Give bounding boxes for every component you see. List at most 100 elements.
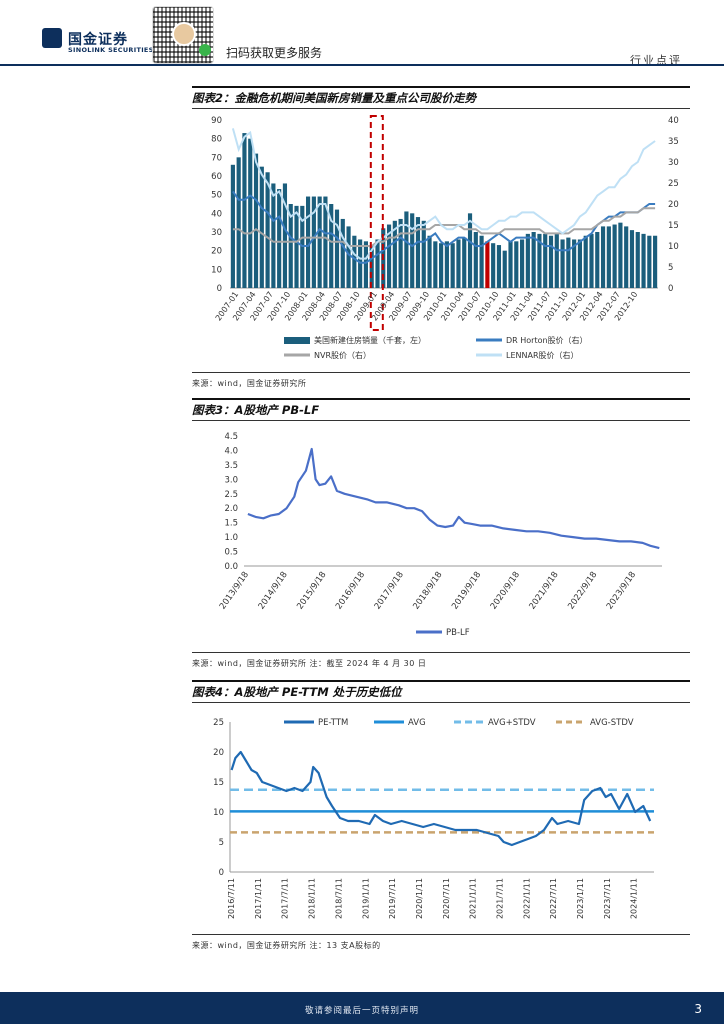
bar-new-home-sales xyxy=(386,224,392,288)
bar-new-home-sales xyxy=(259,166,264,288)
y2-tick-label: 10 xyxy=(668,242,679,252)
bar-new-home-sales xyxy=(277,189,282,288)
y-tick-label: 20 xyxy=(211,247,222,257)
fig2-chart: 010203040506070809005101520253035402007-… xyxy=(211,115,679,360)
bar-new-home-sales xyxy=(444,241,449,288)
bar-new-home-sales xyxy=(537,233,542,288)
bar-new-home-sales xyxy=(433,241,438,288)
bar-new-home-sales xyxy=(398,218,403,288)
logo-english: SINOLINK SECURITIES xyxy=(68,46,154,54)
fig4-bottom-rule xyxy=(192,934,690,935)
highlight-box xyxy=(369,115,384,331)
y-tick-label: 5 xyxy=(219,838,224,848)
x-tick-label: 2017/9/18 xyxy=(373,570,406,611)
y-tick-label: 4.5 xyxy=(224,432,238,442)
fig2-bottom-rule xyxy=(192,372,690,373)
bar-new-home-sales xyxy=(653,235,658,288)
y2-tick-label: 40 xyxy=(668,116,679,126)
y-tick-label: 10 xyxy=(211,265,222,275)
bar-new-home-sales xyxy=(618,222,623,288)
x-tick-label: 2013/9/18 xyxy=(218,570,251,611)
bar-new-home-sales xyxy=(427,235,432,288)
y-tick-label: 30 xyxy=(211,228,222,238)
x-tick-label: 2015/9/18 xyxy=(295,570,328,611)
x-tick-label: 2023/9/18 xyxy=(605,570,638,611)
y-tick-label: 25 xyxy=(213,718,224,728)
bar-new-home-sales xyxy=(647,235,652,288)
x-tick-label: 2022/7/11 xyxy=(549,878,558,919)
x-tick-label: 2021/1/11 xyxy=(469,878,478,919)
series-line-1 xyxy=(232,190,656,264)
legend-label: PB-LF xyxy=(446,628,470,638)
fig4-chart: 0 5 10 15 20 25 2016/7/11 2017/1/11 2017/7/11 201… xyxy=(213,718,654,919)
y-tick-label: 2.0 xyxy=(224,504,238,514)
y2-tick-label: 35 xyxy=(668,137,679,147)
y-tick-label: 15 xyxy=(213,778,224,788)
bar-new-home-sales xyxy=(635,232,640,288)
bar-new-home-sales xyxy=(236,157,241,288)
bar-new-home-sales xyxy=(404,211,409,288)
bar-new-home-sales xyxy=(392,220,397,288)
bar-new-home-sales xyxy=(595,232,600,288)
x-tick-label: 2019/9/18 xyxy=(450,570,483,611)
bar-new-home-sales xyxy=(340,218,345,288)
fig4-title-rule xyxy=(192,702,690,703)
legend-label: LENNAR股价（右） xyxy=(506,350,579,360)
fig2-title-rule xyxy=(192,108,690,109)
bar-new-home-sales xyxy=(577,239,583,288)
bar-new-home-sales xyxy=(305,196,311,288)
bar-new-home-sales xyxy=(363,241,369,288)
bar-new-home-sales xyxy=(450,243,455,288)
logo-name: 国金证券 xyxy=(68,32,128,48)
legend-label: AVG+STDV xyxy=(488,718,536,728)
x-tick-label: 2018/7/11 xyxy=(334,878,343,919)
legend-label: NVR股价（右） xyxy=(314,350,371,360)
fig2-top-rule xyxy=(192,86,690,88)
bar-new-home-sales xyxy=(456,239,461,288)
legend-label: PE-TTM xyxy=(318,718,348,728)
y2-tick-label: 30 xyxy=(668,158,679,168)
bar-new-home-sales xyxy=(612,224,617,288)
footer-disclaimer-link[interactable]: 敬请参阅最后一页特别声明 xyxy=(304,1006,419,1016)
fig2-source: 来源：wind，国金证券研究所 xyxy=(192,379,307,388)
bar-new-home-sales xyxy=(253,153,259,288)
bar-new-home-sales xyxy=(421,220,426,288)
bar-new-home-sales xyxy=(479,235,484,288)
bar-new-home-sales xyxy=(502,250,507,288)
bar-new-home-sales xyxy=(572,239,577,288)
bar-new-home-sales xyxy=(514,241,519,288)
y2-tick-label: 15 xyxy=(668,221,679,231)
x-tick-label: 2019/7/11 xyxy=(388,878,397,919)
legend-label: AVG-STDV xyxy=(590,718,634,728)
bar-new-home-sales xyxy=(439,243,444,288)
x-tick-label: 2023/1/11 xyxy=(576,878,585,919)
y-tick-label: 3.5 xyxy=(224,461,238,471)
legend-label: AVG xyxy=(408,718,426,728)
x-tick-label: 2018/9/18 xyxy=(411,570,444,611)
y-tick-label: 1.0 xyxy=(224,533,238,543)
bar-new-home-sales xyxy=(566,237,571,288)
y-tick-label: 40 xyxy=(211,209,222,219)
fig4-top-rule xyxy=(192,680,690,682)
x-tick-label: 2022/1/11 xyxy=(522,878,531,919)
bar-new-home-sales xyxy=(242,133,247,288)
y-tick-label: 10 xyxy=(213,808,224,818)
x-tick-label: 2021/9/18 xyxy=(528,570,561,611)
qr-center-logo xyxy=(172,22,196,46)
legend-swatch-sales xyxy=(284,337,310,344)
y2-tick-label: 0 xyxy=(668,284,673,294)
bar-new-home-sales xyxy=(491,243,496,288)
fig4-title: 图表4：A股地产 PE-TTM 处于历史低位 xyxy=(192,685,402,699)
bar-new-home-sales xyxy=(294,205,299,288)
bar-new-home-sales xyxy=(641,233,646,288)
bar-new-home-sales xyxy=(410,213,415,288)
x-tick-label: 2022/9/18 xyxy=(566,570,599,611)
fig4-source: 来源：wind，国金证券研究所 注：13 支A股标的 xyxy=(192,941,381,950)
bar-new-home-sales xyxy=(311,196,316,288)
bar-new-home-sales xyxy=(265,172,270,288)
page-number: 3 xyxy=(694,1002,702,1016)
y-tick-label: 0 xyxy=(217,284,222,294)
series-line-3 xyxy=(231,128,656,260)
y2-tick-label: 5 xyxy=(668,263,673,273)
x-tick-label: 2019/1/11 xyxy=(361,878,370,919)
